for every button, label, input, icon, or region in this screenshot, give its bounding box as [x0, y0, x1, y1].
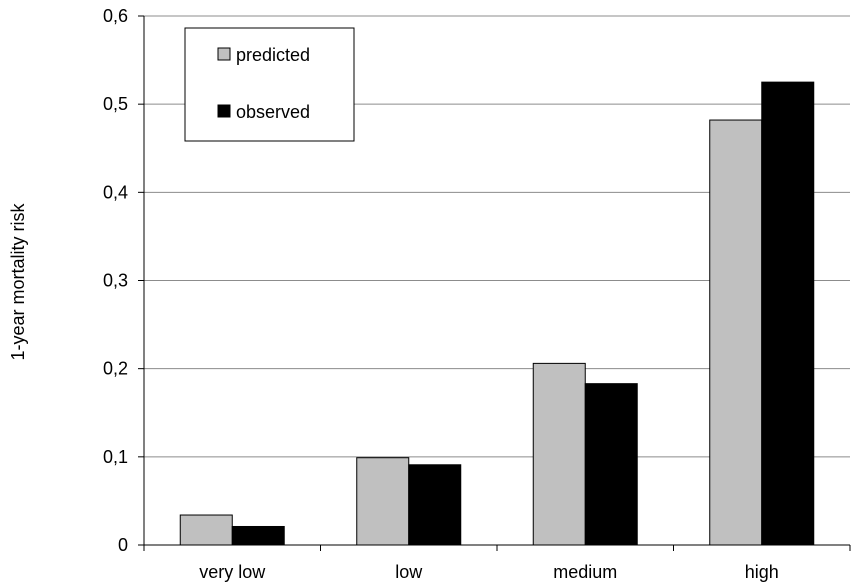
y-tick-label: 0,2: [103, 359, 128, 379]
y-tick-label: 0: [118, 535, 128, 555]
bars: [179, 81, 815, 546]
axes: [138, 15, 851, 551]
y-tick-label: 0,6: [103, 6, 128, 26]
x-tick-labels: very low low medium high: [199, 562, 779, 582]
x-tick-label: medium: [553, 562, 617, 582]
bar-predicted-medium: [532, 362, 586, 546]
bar-predicted-high: [709, 119, 763, 546]
bar-observed-medium: [584, 383, 638, 546]
y-tick-labels: 0 0,1 0,2 0,3 0,4 0,5 0,6: [103, 6, 128, 555]
legend-swatch-observed: [217, 104, 231, 118]
legend-label-predicted: predicted: [236, 45, 310, 65]
y-axis-label: 1-year mortality risk: [8, 202, 28, 360]
bar-observed-high: [761, 81, 815, 546]
y-tick-label: 0,5: [103, 94, 128, 114]
y-tick-label: 0,1: [103, 447, 128, 467]
legend-box: [184, 27, 355, 142]
x-tick-label: very low: [199, 562, 266, 582]
legend-swatch-predicted: [217, 47, 231, 61]
x-tick-label: high: [745, 562, 779, 582]
x-tick-label: low: [395, 562, 423, 582]
bar-predicted-very-low: [179, 514, 233, 546]
bar-observed-low: [408, 464, 462, 546]
y-tick-label: 0,4: [103, 182, 128, 202]
legend: predicted observed: [184, 27, 355, 142]
bar-observed-very-low: [231, 525, 285, 546]
bar-predicted-low: [356, 457, 410, 546]
y-tick-label: 0,3: [103, 271, 128, 291]
legend-label-observed: observed: [236, 102, 310, 122]
